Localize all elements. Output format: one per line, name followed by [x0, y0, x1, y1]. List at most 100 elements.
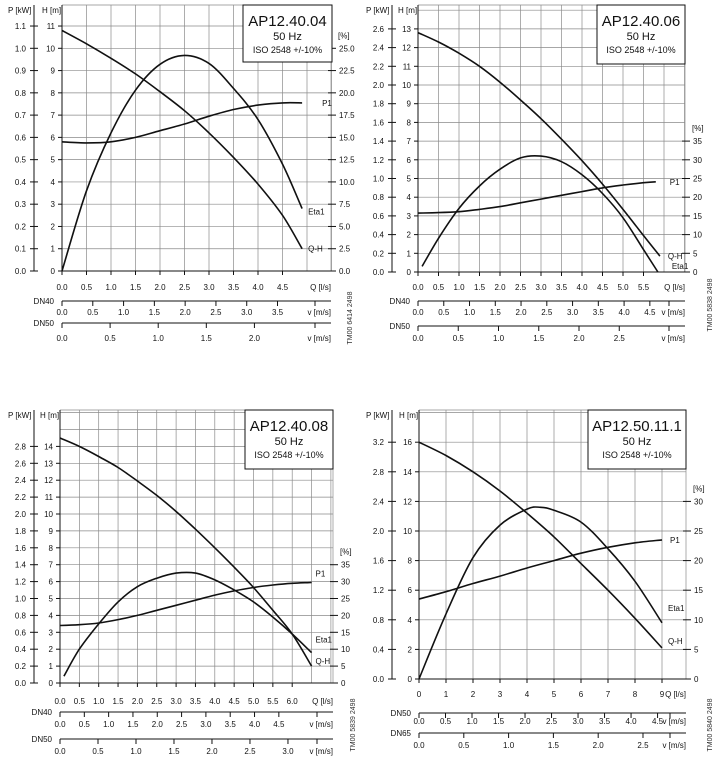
velocity-axis-title: v [m/s]	[309, 747, 333, 756]
p-tick-label: 2.8	[373, 468, 385, 477]
p-tick-label: 1.2	[15, 578, 27, 587]
h-tick-label: 9	[51, 67, 56, 76]
h-tick-label: 2	[408, 645, 413, 654]
model-title-box: AP12.50.11.150 Hz ISO 2548 +/-10%	[587, 409, 687, 470]
qh-curve	[417, 31, 661, 257]
qh-curve-label: Q-H	[668, 637, 683, 646]
pct-tick-label: 5	[341, 662, 346, 671]
eta1-curve	[421, 154, 659, 273]
p-tick-label: 0.8	[373, 616, 385, 625]
velocity-tick-label: 1.5	[201, 334, 213, 343]
h-tick-label: 1	[51, 245, 56, 254]
h-tick-label: 14	[44, 442, 53, 451]
h-tick-label: 1	[407, 249, 412, 258]
model-title: AP12.40.08	[250, 418, 328, 435]
p-tick-label: 0.7	[15, 111, 27, 120]
pct-tick-label: 30	[693, 156, 702, 165]
h-axis-title: H [m]	[399, 411, 418, 420]
velocity-tick-label: 1.5	[149, 308, 161, 317]
velocity-tick-label: 1.0	[464, 308, 476, 317]
grid	[60, 409, 334, 683]
pct-tick-label: 20	[694, 557, 703, 566]
velocity-tick-label: 0.0	[56, 308, 68, 317]
tolerance-standard-label: ISO 2548 +/-10%	[254, 450, 323, 460]
velocity-tick-label: 0.5	[453, 334, 465, 343]
q-tick-label: 0.5	[81, 283, 93, 292]
q-tick-label: 1.5	[474, 283, 486, 292]
velocity-tick-label: 1.5	[490, 308, 502, 317]
q-tick-label: 3.5	[190, 697, 202, 706]
h-tick-label: 14	[403, 468, 412, 477]
q-tick-label: 0.0	[412, 283, 424, 292]
q-tick-label: 5.5	[638, 283, 650, 292]
h-tick-label: 0	[407, 268, 412, 277]
velocity-tick-label: 0.5	[87, 308, 99, 317]
pct-axis-title: [%]	[340, 548, 352, 557]
velocity-tick-label: 2.5	[244, 747, 256, 756]
p-tick-label: 0.4	[15, 645, 27, 654]
pump-chart-ap12-50-11-1: P [kW] H [m]00.020.440.861.281.6102.0122.…	[366, 409, 714, 751]
pct-tick-label: 10	[693, 231, 702, 240]
velocity-tick-label: 4.5	[644, 308, 656, 317]
velocity-tick-label: 3.0	[282, 747, 294, 756]
h-tick-label: 3	[49, 628, 54, 637]
p-tick-label: 1.2	[373, 156, 385, 165]
velocity-tick-label: 1.0	[153, 334, 165, 343]
q-tick-label: 8	[633, 690, 638, 699]
velocity-tick-label: 3.5	[272, 308, 284, 317]
model-title: AP12.50.11.1	[592, 418, 682, 435]
q-tick-label: 2	[471, 690, 476, 699]
title-box-frame	[242, 4, 333, 63]
q-tick-label: 3.5	[228, 283, 240, 292]
p-tick-label: 0.8	[373, 193, 385, 202]
velocity-tick-label: 0.0	[56, 334, 68, 343]
velocity-tick-label: 0.0	[412, 334, 424, 343]
velocity-tick-label: 3.0	[567, 308, 579, 317]
q-tick-label: 3.5	[556, 283, 568, 292]
p-tick-label: 2.0	[373, 81, 385, 90]
q-tick-label: 2.0	[154, 283, 166, 292]
h-tick-label: 11	[45, 493, 54, 502]
velocity-tick-label: 2.0	[249, 334, 261, 343]
p-tick-label: 2.0	[373, 527, 385, 536]
velocity-tick-label: 3.0	[241, 308, 253, 317]
velocity-tick-label: 2.5	[541, 308, 553, 317]
pct-tick-label: 12.5	[339, 156, 355, 165]
q-tick-label: 6	[579, 690, 584, 699]
p-tick-label: 0.8	[15, 89, 27, 98]
pct-tick-label: 17.5	[339, 111, 355, 120]
pipe-size-label: DN50	[391, 709, 412, 718]
h-tick-label: 6	[49, 578, 54, 587]
velocity-tick-label: 0.5	[440, 717, 452, 726]
velocity-axis-title: v [m/s]	[309, 720, 333, 729]
p-tick-label: 1.4	[373, 137, 385, 146]
velocity-tick-label: 0.5	[438, 308, 450, 317]
q-axis-title: Q [l/s]	[310, 283, 331, 292]
p-tick-label: 0.2	[373, 249, 385, 258]
velocity-tick-label: 0.5	[458, 741, 470, 750]
p1-curve-label: P1	[322, 99, 332, 108]
h-tick-label: 2	[49, 645, 54, 654]
h-tick-label: 13	[402, 25, 411, 34]
velocity-tick-label: 2.5	[210, 308, 222, 317]
velocity-axis-title: v [m/s]	[307, 308, 331, 317]
h-tick-label: 1	[49, 662, 54, 671]
q-tick-label: 1.0	[453, 283, 465, 292]
velocity-tick-label: 3.5	[225, 720, 237, 729]
velocity-tick-label: 3.0	[572, 717, 584, 726]
q-tick-label: 3	[498, 690, 503, 699]
p-axis-title: P [kW]	[8, 411, 31, 420]
p-tick-label: 2.6	[15, 459, 27, 468]
pct-tick-label: 20	[341, 611, 350, 620]
p-tick-label: 1.2	[373, 586, 385, 595]
q-tick-label: 4.5	[277, 283, 289, 292]
pct-tick-label: 5	[693, 249, 698, 258]
h-tick-label: 10	[403, 527, 412, 536]
drawing-code: TM00 5838 2498	[707, 278, 714, 331]
q-tick-label: 3.0	[203, 283, 215, 292]
p-tick-label: 0.4	[373, 231, 385, 240]
velocity-tick-label: 1.0	[503, 741, 515, 750]
velocity-tick-label: 0.0	[413, 717, 425, 726]
q-tick-label: 4.5	[229, 697, 241, 706]
q-tick-label: 1	[444, 690, 449, 699]
